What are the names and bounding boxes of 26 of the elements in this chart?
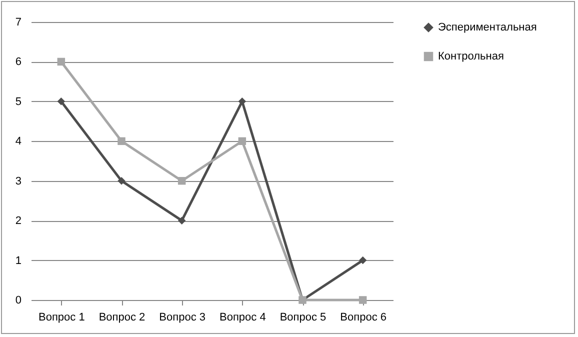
y-tick-label: 6	[15, 56, 22, 68]
x-tick-label: Вопрос 2	[98, 312, 146, 324]
x-tick-label: Вопрос 3	[159, 312, 206, 324]
point	[57, 98, 66, 106]
point	[238, 98, 246, 106]
y-tick-label: 7	[15, 16, 22, 28]
point	[118, 176, 126, 185]
y-tick-label: 1	[15, 254, 22, 267]
y-tick-label: 2	[15, 215, 22, 228]
y-tick-label: 3	[15, 175, 22, 188]
point	[358, 256, 367, 264]
point	[178, 216, 186, 224]
y-tick-label: 5	[15, 96, 22, 108]
legend-label: Эспериментальная	[438, 22, 537, 34]
y-tick-label: 0	[15, 294, 22, 306]
x-tick-label: Вопрос 5	[280, 312, 326, 324]
point	[178, 176, 186, 185]
x-tick-label: Вопрос 6	[340, 312, 386, 324]
legend-label: Контрольная	[438, 50, 504, 62]
point	[238, 137, 246, 146]
x-tick-label: Вопрос 1	[38, 312, 85, 324]
point	[57, 58, 66, 66]
x-tick-label: Вопрос 4	[220, 312, 266, 324]
point	[118, 137, 126, 146]
point	[358, 296, 367, 304]
y-tick-label: 4	[15, 136, 22, 148]
